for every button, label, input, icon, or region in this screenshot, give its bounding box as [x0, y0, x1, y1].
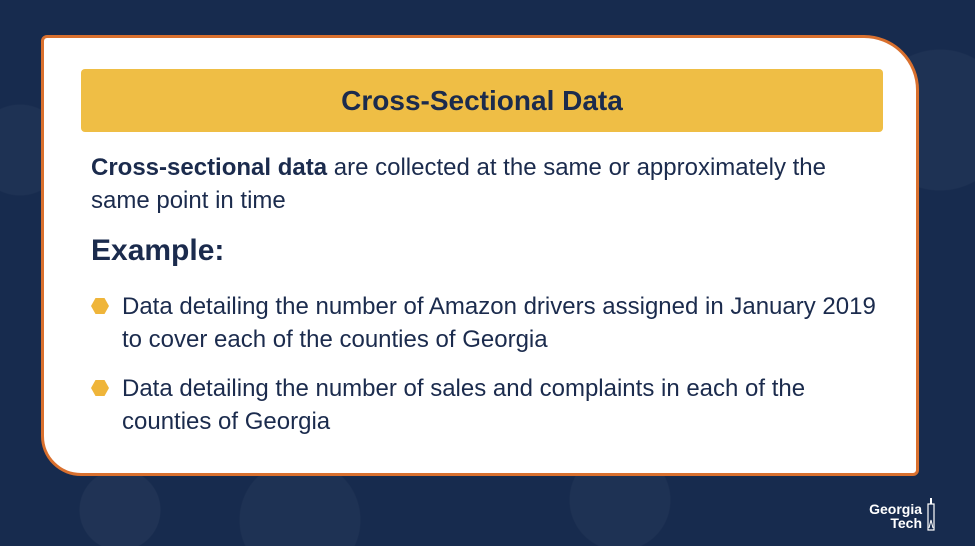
logo-line-2: Tech	[890, 515, 922, 531]
georgia-tech-tower-icon	[927, 498, 935, 531]
georgia-tech-logo: Georgia Tech	[852, 498, 942, 542]
logo-text: Georgia Tech	[869, 502, 922, 530]
list-item: Data detailing the number of Amazon driv…	[91, 290, 891, 356]
content-card: Cross-Sectional Data Cross-sectional dat…	[41, 35, 919, 476]
bullet-text: Data detailing the number of sales and c…	[122, 375, 806, 435]
example-list: Data detailing the number of Amazon driv…	[91, 290, 891, 454]
logo-line-1: Georgia	[869, 501, 922, 517]
hexagon-bullet-icon	[91, 298, 109, 314]
slide-title: Cross-Sectional Data	[341, 84, 623, 116]
hexagon-bullet-icon	[91, 380, 109, 396]
definition-rest: are collected at the same or approximate…	[91, 154, 827, 214]
definition-term: Cross-sectional data	[91, 154, 328, 181]
bullet-text: Data detailing the number of Amazon driv…	[122, 293, 876, 353]
list-item: Data detailing the number of sales and c…	[91, 372, 891, 438]
definition-text: Cross-sectional data are collected at th…	[91, 151, 871, 217]
title-bar: Cross-Sectional Data	[81, 69, 883, 132]
example-heading: Example:	[91, 234, 225, 267]
